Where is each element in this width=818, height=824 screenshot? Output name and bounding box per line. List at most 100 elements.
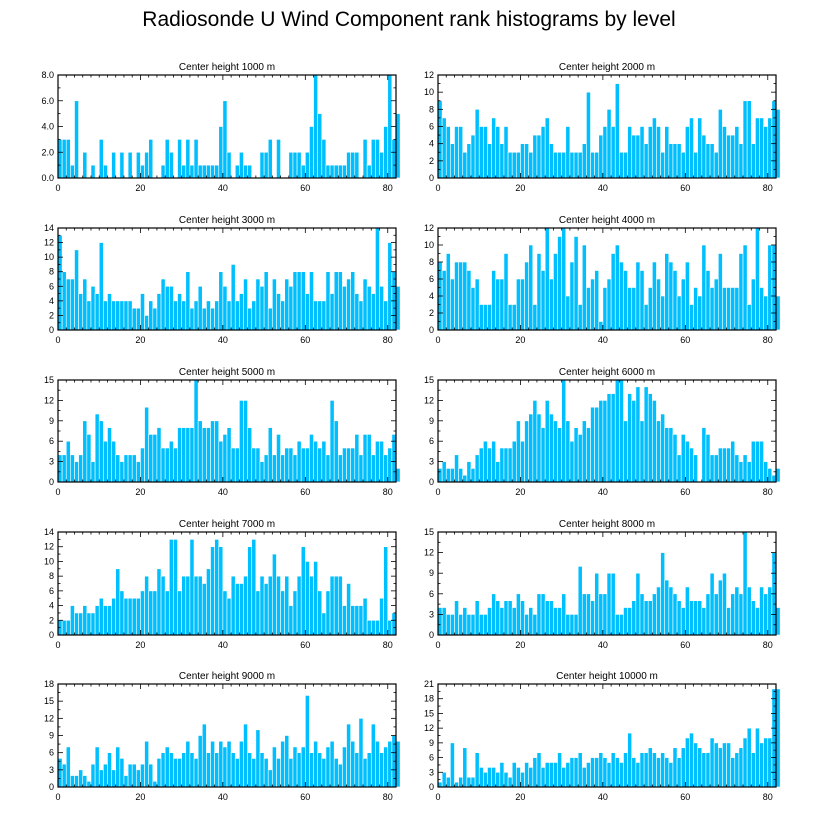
histogram-bar (639, 270, 645, 331)
histogram-bar (722, 287, 727, 331)
y-tick-label: 15 (44, 696, 54, 706)
histogram-bar (78, 293, 84, 331)
histogram-bar (127, 454, 133, 483)
histogram-bar (680, 278, 686, 331)
y-tick-label: 4 (49, 601, 54, 611)
histogram-bar (742, 737, 748, 788)
histogram-bar (119, 758, 125, 788)
histogram-bar (362, 139, 368, 179)
histogram-bar (536, 413, 542, 483)
histogram-bar (321, 139, 327, 179)
histogram-bar (672, 593, 678, 636)
histogram-bar (375, 139, 380, 179)
histogram-bar (561, 227, 567, 331)
histogram-bar (267, 139, 273, 179)
histogram-bar (103, 605, 108, 636)
histogram-bar (610, 126, 616, 179)
histogram-bar (148, 763, 154, 788)
histogram-bar (173, 300, 178, 331)
histogram-bar (94, 293, 100, 331)
histogram-bar (313, 440, 318, 483)
histogram-bar (383, 126, 389, 179)
histogram-bar (775, 295, 781, 331)
histogram-bar (664, 253, 670, 331)
histogram-bar (65, 619, 71, 636)
x-tick-label: 0 (55, 183, 60, 193)
histogram-bar (734, 586, 740, 636)
histogram-bar (590, 278, 595, 331)
histogram-bar (693, 287, 698, 331)
histogram-bar (288, 447, 294, 483)
histogram-bar (561, 593, 567, 636)
histogram-bar (362, 278, 368, 331)
histogram-bar (738, 253, 744, 331)
x-tick-label: 0 (55, 792, 60, 802)
histogram-bar (639, 420, 645, 483)
panel-title: Center height 6000 m (559, 367, 655, 378)
figure-title: Radiosonde U Wind Component rank histogr… (142, 8, 676, 31)
histogram-bar (557, 752, 562, 788)
histogram-bar (168, 151, 174, 179)
histogram-bar (243, 575, 248, 636)
histogram-bar (759, 287, 764, 331)
histogram-bar (98, 420, 104, 483)
histogram-bar (354, 434, 360, 483)
histogram-bar (746, 304, 752, 331)
histogram-bar (483, 440, 488, 483)
histogram-bar (115, 568, 121, 636)
histogram-bar (74, 461, 79, 483)
histogram-bar (82, 605, 88, 636)
histogram-bar (553, 762, 558, 788)
histogram-bar (623, 752, 628, 788)
y-tick-label: 12 (44, 542, 54, 552)
x-tick-label: 80 (383, 487, 393, 497)
histogram-bar (660, 552, 666, 636)
histogram-bar (750, 752, 756, 788)
histogram-bar (602, 593, 608, 636)
histogram-bar (635, 762, 641, 788)
histogram-bar (140, 293, 145, 331)
histogram-bar (507, 447, 513, 483)
histogram-bar (660, 413, 666, 483)
histogram-bar (337, 763, 343, 788)
histogram-bar (354, 151, 360, 179)
histogram-bar (619, 379, 624, 483)
histogram-bar (234, 447, 240, 483)
y-tick-label: 12 (424, 723, 434, 733)
histogram-bar (569, 440, 575, 483)
histogram-bar (672, 434, 678, 483)
histogram-bar (590, 757, 595, 788)
histogram-bar (680, 747, 686, 788)
histogram-bar (152, 590, 158, 636)
histogram-bar (136, 151, 141, 179)
y-tick-label: 0 (49, 630, 54, 640)
y-tick-label: 9 (49, 416, 54, 426)
histogram-bar (259, 461, 265, 483)
histogram-bar (243, 723, 248, 788)
histogram-bar (350, 605, 356, 636)
histogram-bar (136, 769, 141, 788)
histogram-bar (131, 307, 137, 331)
panel-title: Center height 4000 m (559, 215, 655, 226)
histogram-bar (185, 740, 191, 788)
y-tick-label: 0.0 (41, 173, 54, 183)
histogram-bar (276, 293, 281, 331)
histogram-bar (705, 270, 711, 331)
histogram-bar (619, 762, 624, 788)
histogram-bar (672, 747, 678, 788)
histogram-bar (210, 164, 215, 179)
histogram-bar (553, 607, 558, 636)
histogram-bar (437, 100, 443, 179)
histogram-bar (503, 600, 509, 636)
histogram-bar (107, 752, 112, 788)
y-tick-label: 0 (429, 325, 434, 335)
histogram-bar (598, 400, 604, 483)
x-tick-label: 40 (598, 640, 608, 650)
histogram-bar (144, 151, 149, 179)
histogram-bar (445, 253, 451, 331)
y-tick-label: 10 (424, 240, 434, 250)
panel-5: Center height 5000 m 0 20 40 60 80 0 3 6 9 12 15 (44, 367, 401, 497)
histogram-bar (775, 688, 781, 788)
histogram-bar (127, 300, 133, 331)
histogram-bar (181, 752, 187, 788)
